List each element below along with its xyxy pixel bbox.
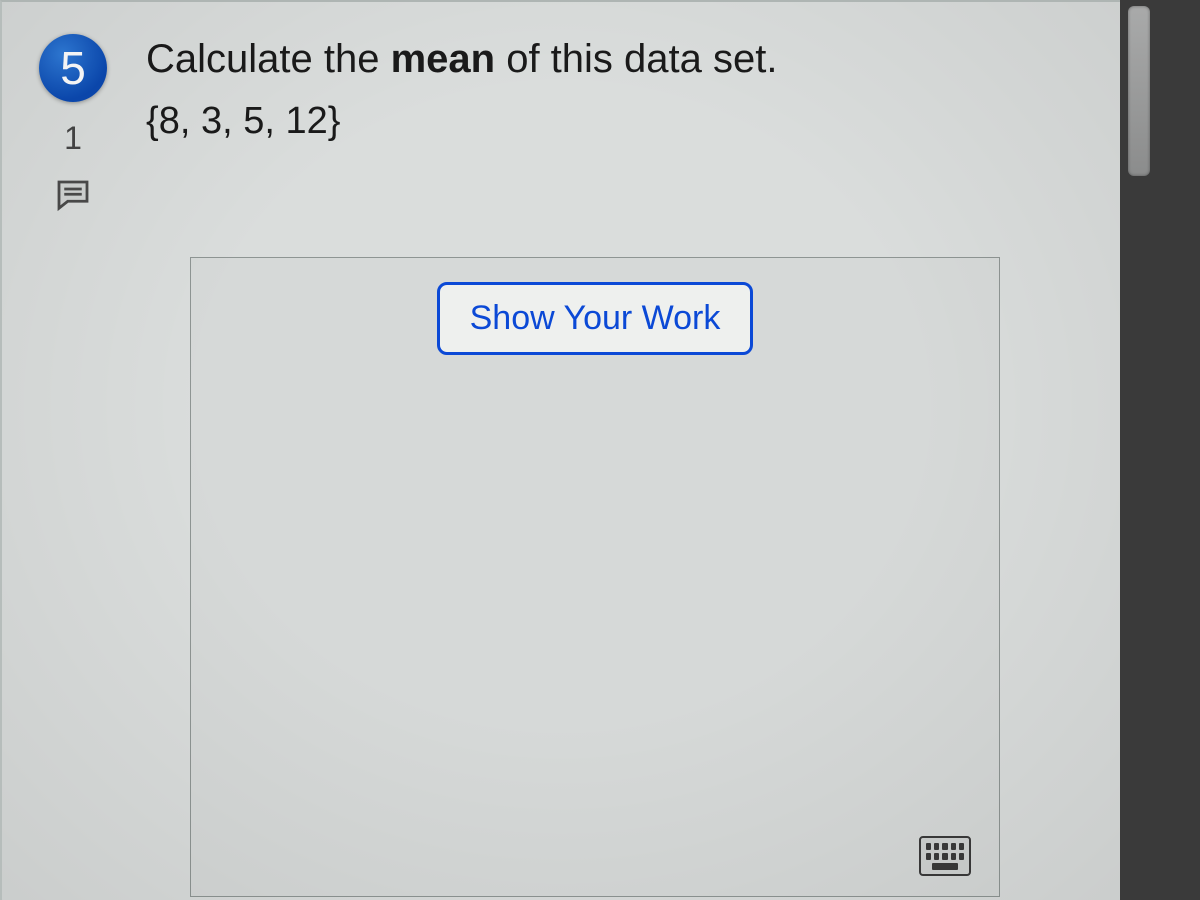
question-row: 5 1 Calculate the mean of this data set.… (30, 30, 1100, 217)
question-meta-column: 5 1 (30, 30, 116, 217)
keyboard-icon[interactable] (919, 836, 971, 876)
show-your-work-button[interactable]: Show Your Work (437, 282, 754, 355)
work-area[interactable]: Show Your Work (190, 257, 1000, 897)
question-text: Calculate the mean of this data set. {8,… (146, 30, 777, 147)
question-number: 5 (60, 41, 86, 95)
prompt-bold: mean (391, 37, 496, 81)
question-prompt: Calculate the mean of this data set. (146, 32, 777, 86)
prompt-post: of this data set. (495, 37, 777, 81)
question-number-badge: 5 (39, 34, 107, 102)
question-points: 1 (64, 120, 82, 157)
window-right-rail (1120, 0, 1200, 900)
question-data-set: {8, 3, 5, 12} (146, 96, 777, 147)
comment-icon[interactable] (52, 175, 94, 217)
scrollbar-thumb[interactable] (1128, 6, 1150, 176)
question-panel: 5 1 Calculate the mean of this data set.… (0, 0, 1120, 900)
prompt-pre: Calculate the (146, 37, 391, 81)
